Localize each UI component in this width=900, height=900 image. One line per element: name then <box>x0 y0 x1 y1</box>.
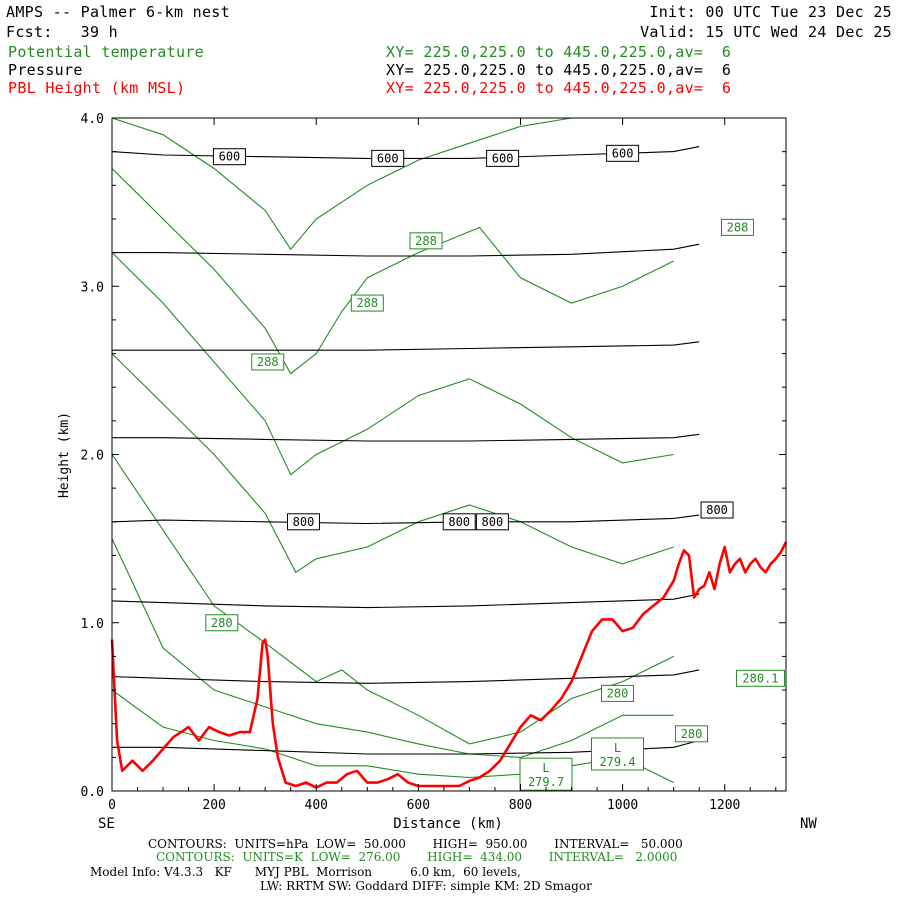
y-tick-label: 3.0 <box>81 280 104 295</box>
x-axis-title: Distance (km) <box>393 816 503 832</box>
model-info: Model Info: V4.3.3 KF MYJ PBL Morrison 6… <box>90 865 521 879</box>
contour-label: 280 <box>607 686 629 700</box>
x-tick-label: 600 <box>407 798 430 813</box>
pressure-contour <box>112 341 700 351</box>
contour-label-box <box>601 684 634 702</box>
contour-label: 280 <box>681 727 703 741</box>
contour-label: 600 <box>612 146 634 160</box>
pressure-contour <box>112 243 700 257</box>
chart-title: AMPS -- Palmer 6-km nest <box>6 3 230 21</box>
theta-contour <box>111 252 674 476</box>
contour-label: 800 <box>293 515 315 529</box>
contour-label-box <box>442 513 476 531</box>
contour-label: 288 <box>356 296 378 310</box>
x-tick-label: 400 <box>305 798 328 813</box>
low-marker-value: 279.7 <box>528 775 564 789</box>
pbl-height-line <box>110 541 788 789</box>
pressure-contour <box>112 433 700 442</box>
contour-label-box <box>606 144 640 162</box>
pressure-contour <box>111 593 700 609</box>
y-axis-title: Height (km) <box>57 412 72 498</box>
field-xy-pbl: XY= 225.0,225.0 to 445.0,225.0,av= 6 <box>386 79 732 97</box>
contour-label: 800 <box>482 515 504 529</box>
contour-label: 600 <box>492 151 514 165</box>
contour-label-box <box>286 513 320 531</box>
contour-label-box <box>735 669 785 687</box>
x-tick-label: 0 <box>108 798 116 813</box>
field-name-theta: Potential temperature <box>8 43 204 61</box>
contour-label: 288 <box>727 220 749 234</box>
x-tick-label: 200 <box>202 798 225 813</box>
theta-contour <box>111 168 674 375</box>
pressure-contour <box>111 514 700 525</box>
theta-contour <box>111 353 674 574</box>
theta-contour-info: CONTOURS: UNITS=K LOW= 276.00 HIGH= 434.… <box>156 850 678 864</box>
contour-label: 280 <box>211 616 233 630</box>
field-xy-theta: XY= 225.0,225.0 to 445.0,225.0,av= 6 <box>386 43 732 61</box>
y-tick-label: 1.0 <box>81 617 104 632</box>
x-tick-label: 800 <box>509 798 532 813</box>
pressure-contour <box>111 669 700 684</box>
right-end-label: NW <box>800 816 817 832</box>
contour-label-box <box>205 614 239 632</box>
low-marker-letter: L <box>542 761 549 775</box>
left-end-label: SE <box>98 816 115 832</box>
contour-label: 600 <box>377 151 399 165</box>
low-marker-letter: L <box>614 741 621 755</box>
contour-label: 600 <box>219 150 241 164</box>
y-tick-label: 0.0 <box>81 785 104 800</box>
contour-label-box <box>700 501 734 519</box>
theta-contour <box>111 689 674 784</box>
physics-info: LW: RRTM SW: Goddard DIFF: simple KM: 2D… <box>260 879 592 893</box>
plot-frame <box>111 117 787 792</box>
contour-label: 800 <box>706 503 728 517</box>
contour-label: 288 <box>257 355 279 369</box>
y-tick-label: 4.0 <box>81 112 104 127</box>
contour-label: 800 <box>448 515 470 529</box>
low-marker-value: 279.4 <box>599 755 635 769</box>
pressure-contour-info: CONTOURS: UNITS=hPa LOW= 50.000 HIGH= 95… <box>148 837 683 851</box>
contour-label-box <box>350 294 384 312</box>
forecast-hour: Fcst: 39 h <box>6 23 118 41</box>
contour-label-box <box>212 148 246 166</box>
valid-time: Valid: 15 UTC Wed 24 Dec 25 <box>640 23 892 41</box>
theta-contour <box>111 454 674 745</box>
field-xy-pressure: XY= 225.0,225.0 to 445.0,225.0,av= 6 <box>386 61 732 79</box>
x-tick-label: 1200 <box>709 798 740 813</box>
theta-contour <box>111 117 674 251</box>
contour-label-box <box>486 149 520 167</box>
contour-label-box <box>720 218 754 236</box>
pressure-contour <box>112 739 700 755</box>
theta-contour <box>111 538 674 758</box>
low-marker-box <box>591 737 644 771</box>
contour-label-box <box>475 513 509 531</box>
contour-label: 280.1 <box>742 671 778 685</box>
contour-label-box <box>371 149 405 167</box>
pressure-contour <box>111 146 700 159</box>
low-marker-box <box>519 757 573 791</box>
field-name-pressure: Pressure <box>8 61 83 79</box>
x-tick-label: 1000 <box>607 798 638 813</box>
contour-label-box <box>675 725 709 743</box>
y-tick-label: 2.0 <box>81 449 104 464</box>
contour-label: 288 <box>415 234 437 248</box>
init-time: Init: 00 UTC Tue 23 Dec 25 <box>649 3 892 21</box>
contour-label-box <box>409 232 443 250</box>
field-name-pbl: PBL Height (km MSL) <box>8 79 186 97</box>
contour-label-box <box>251 353 285 371</box>
